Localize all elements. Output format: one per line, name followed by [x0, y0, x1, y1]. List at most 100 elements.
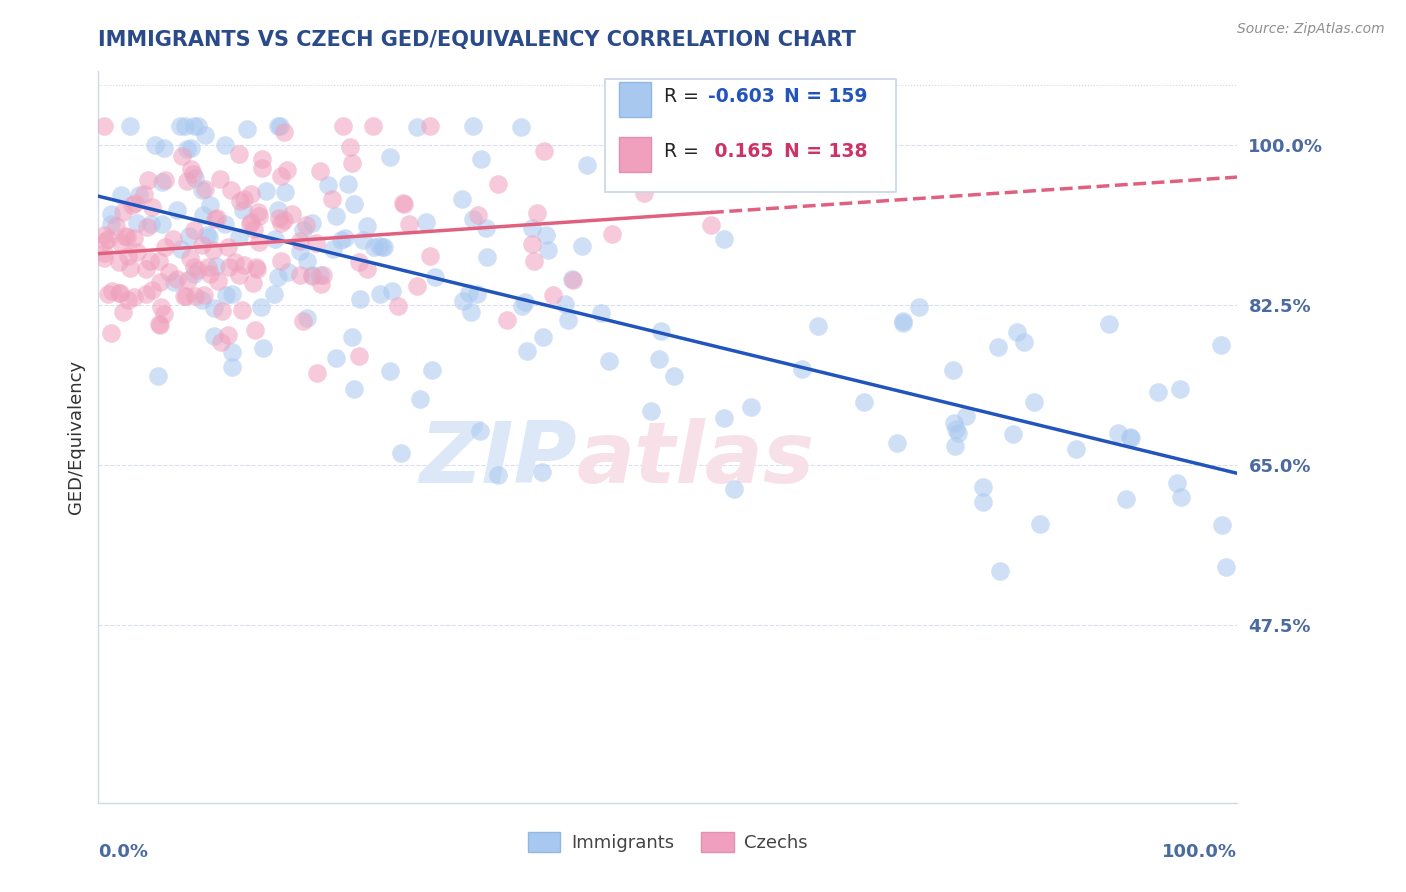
Point [221, 286, 243, 301]
Point [179, 251, 201, 265]
Point [228, 230, 250, 244]
FancyBboxPatch shape [605, 78, 896, 192]
Point [224, 255, 246, 269]
Point [193, 288, 215, 302]
Point [163, 275, 186, 289]
Point [356, 219, 378, 234]
Point [169, 119, 191, 133]
Point [207, 274, 229, 288]
Point [1215, 560, 1237, 574]
Point [150, 175, 173, 189]
Point [181, 167, 204, 181]
Point [117, 293, 139, 308]
Point [907, 300, 929, 314]
Point [100, 207, 122, 221]
Point [149, 301, 172, 315]
Point [184, 289, 207, 303]
Point [468, 424, 491, 438]
Point [111, 205, 134, 219]
Point [247, 209, 270, 223]
Point [273, 213, 295, 227]
Point [526, 206, 548, 220]
Text: 100.0%: 100.0% [1163, 843, 1237, 861]
Point [451, 294, 474, 309]
Point [107, 254, 129, 268]
Point [474, 221, 496, 235]
Point [174, 288, 197, 302]
Point [942, 363, 965, 377]
Point [214, 217, 236, 231]
Point [148, 317, 170, 331]
Text: N = 138: N = 138 [785, 142, 868, 161]
Point [891, 314, 914, 328]
Point [349, 293, 371, 307]
Point [305, 236, 328, 251]
Point [305, 366, 328, 380]
Point [363, 239, 385, 253]
Point [217, 240, 239, 254]
Point [1166, 475, 1188, 490]
Point [522, 220, 544, 235]
Point [250, 161, 273, 176]
Point [149, 318, 172, 332]
Point [339, 139, 361, 153]
Text: 0.0%: 0.0% [98, 843, 149, 861]
Point [1098, 317, 1121, 331]
Point [700, 219, 723, 233]
Point [183, 267, 205, 281]
Point [554, 297, 576, 311]
Point [398, 217, 420, 231]
Point [121, 197, 143, 211]
Point [194, 182, 217, 196]
Point [349, 254, 371, 268]
Point [600, 227, 623, 241]
Point [194, 128, 217, 143]
Point [94, 235, 117, 249]
Point [523, 254, 546, 268]
Point [457, 285, 479, 300]
Point [1118, 430, 1140, 444]
Point [122, 231, 145, 245]
Point [191, 183, 214, 197]
Point [288, 235, 311, 249]
Point [170, 242, 193, 256]
Point [425, 270, 447, 285]
Point [263, 232, 285, 246]
Point [124, 195, 146, 210]
Point [173, 289, 195, 303]
Point [105, 219, 128, 234]
Point [333, 230, 356, 244]
Point [93, 251, 115, 265]
Point [172, 149, 194, 163]
Point [325, 351, 347, 365]
Point [141, 217, 163, 231]
Point [228, 194, 250, 209]
Point [591, 306, 613, 320]
Point [509, 120, 531, 134]
Point [648, 351, 671, 366]
Point [321, 192, 343, 206]
Point [972, 480, 994, 494]
Point [373, 240, 395, 254]
Point [270, 254, 292, 268]
Point [891, 316, 914, 330]
Point [378, 150, 401, 164]
Point [135, 287, 157, 301]
Point [176, 273, 198, 287]
Point [394, 197, 416, 211]
Point [1115, 491, 1137, 506]
Point [191, 208, 214, 222]
Point [387, 300, 409, 314]
Point [332, 119, 354, 133]
Point [389, 445, 412, 459]
Point [347, 349, 370, 363]
Point [290, 244, 312, 258]
Point [740, 401, 762, 415]
Point [1007, 325, 1029, 339]
Text: -0.603: -0.603 [707, 87, 775, 106]
Point [640, 403, 662, 417]
Point [467, 287, 489, 301]
Point [153, 173, 176, 187]
Point [273, 125, 295, 139]
Point [187, 262, 209, 277]
